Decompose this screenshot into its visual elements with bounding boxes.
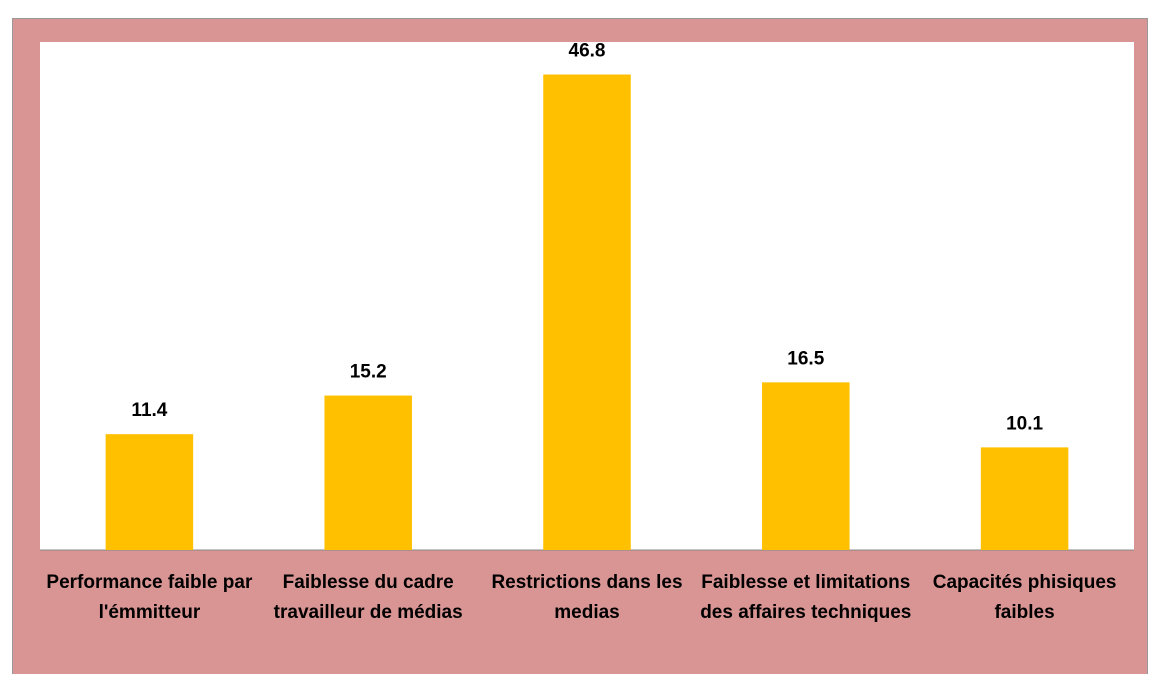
x-tick-label: Restrictions dans les medias xyxy=(491,572,683,623)
bar xyxy=(105,434,194,550)
bar xyxy=(324,395,412,550)
x-tick-label: Capacités phisiques faibles xyxy=(932,572,1117,623)
data-label: 11.4 xyxy=(131,400,167,421)
data-label: 46.8 xyxy=(569,41,606,62)
x-tick-label: Faiblesse et limitations des affaires te… xyxy=(700,572,912,623)
bar xyxy=(543,74,631,551)
bar xyxy=(980,447,1069,550)
data-label: 10.1 xyxy=(1006,413,1043,434)
data-label: 15.2 xyxy=(350,362,387,383)
data-label: 16.5 xyxy=(787,348,824,369)
bar xyxy=(762,382,850,550)
x-tick-label: Performance faible par l'émmitteur xyxy=(46,572,253,623)
x-tick-label: Faiblesse du cadre travailleur de médias xyxy=(273,572,463,623)
